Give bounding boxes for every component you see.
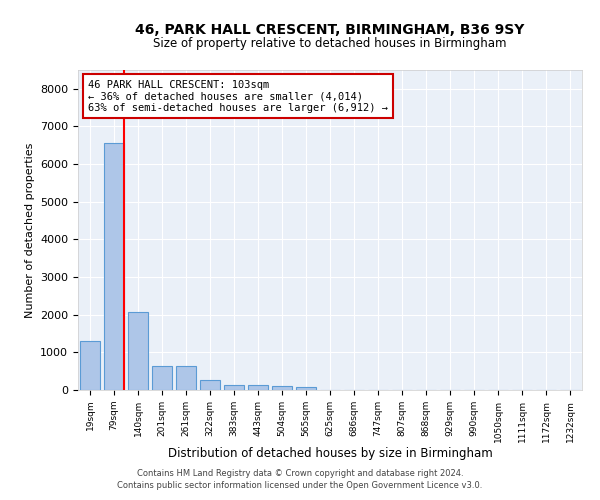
Bar [152, 366, 172, 390]
Text: Size of property relative to detached houses in Birmingham: Size of property relative to detached ho… [153, 38, 507, 51]
Bar [128, 312, 148, 390]
Bar [224, 385, 244, 390]
Text: Contains public sector information licensed under the Open Government Licence v3: Contains public sector information licen… [118, 481, 482, 490]
Bar [176, 366, 196, 390]
Text: Contains HM Land Registry data © Crown copyright and database right 2024.: Contains HM Land Registry data © Crown c… [137, 468, 463, 477]
Text: 46, PARK HALL CRESCENT, BIRMINGHAM, B36 9SY: 46, PARK HALL CRESCENT, BIRMINGHAM, B36 … [136, 22, 524, 36]
Text: 46 PARK HALL CRESCENT: 103sqm
← 36% of detached houses are smaller (4,014)
63% o: 46 PARK HALL CRESCENT: 103sqm ← 36% of d… [88, 80, 388, 113]
Bar [200, 380, 220, 390]
Bar [272, 386, 292, 390]
Bar [80, 341, 100, 390]
Bar [296, 387, 316, 390]
Bar [248, 385, 268, 390]
X-axis label: Distribution of detached houses by size in Birmingham: Distribution of detached houses by size … [167, 448, 493, 460]
Bar [104, 144, 124, 390]
Y-axis label: Number of detached properties: Number of detached properties [25, 142, 35, 318]
